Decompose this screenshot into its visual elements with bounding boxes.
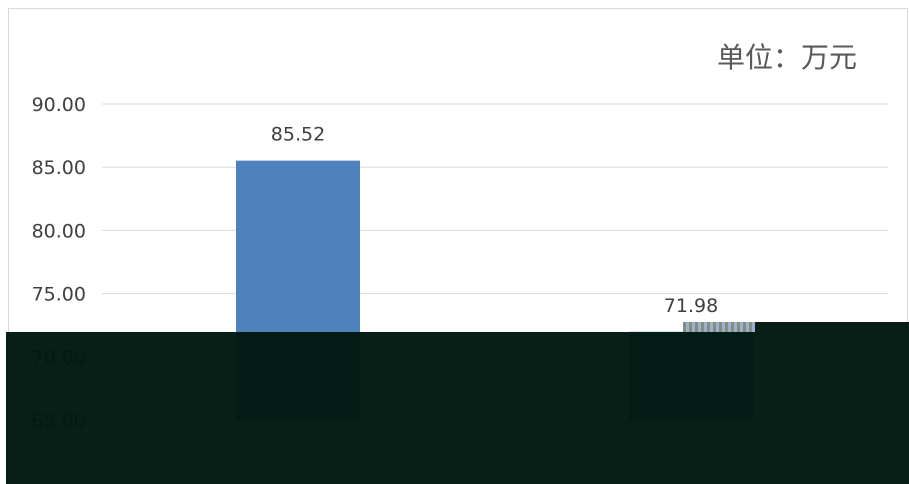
y-tick-label: 85.00 [32, 157, 86, 179]
y-tick-label: 75.00 [32, 284, 86, 306]
unit-label: 单位：万元 [716, 41, 857, 74]
dotted-artifact [683, 322, 755, 332]
dark-overlay-step [755, 322, 909, 332]
bar-value-label: 85.52 [271, 124, 325, 146]
y-tick-label: 90.00 [32, 94, 86, 116]
y-tick-label: 80.00 [32, 220, 86, 242]
bar-value-label: 71.98 [664, 295, 718, 317]
dark-overlay [6, 332, 909, 484]
